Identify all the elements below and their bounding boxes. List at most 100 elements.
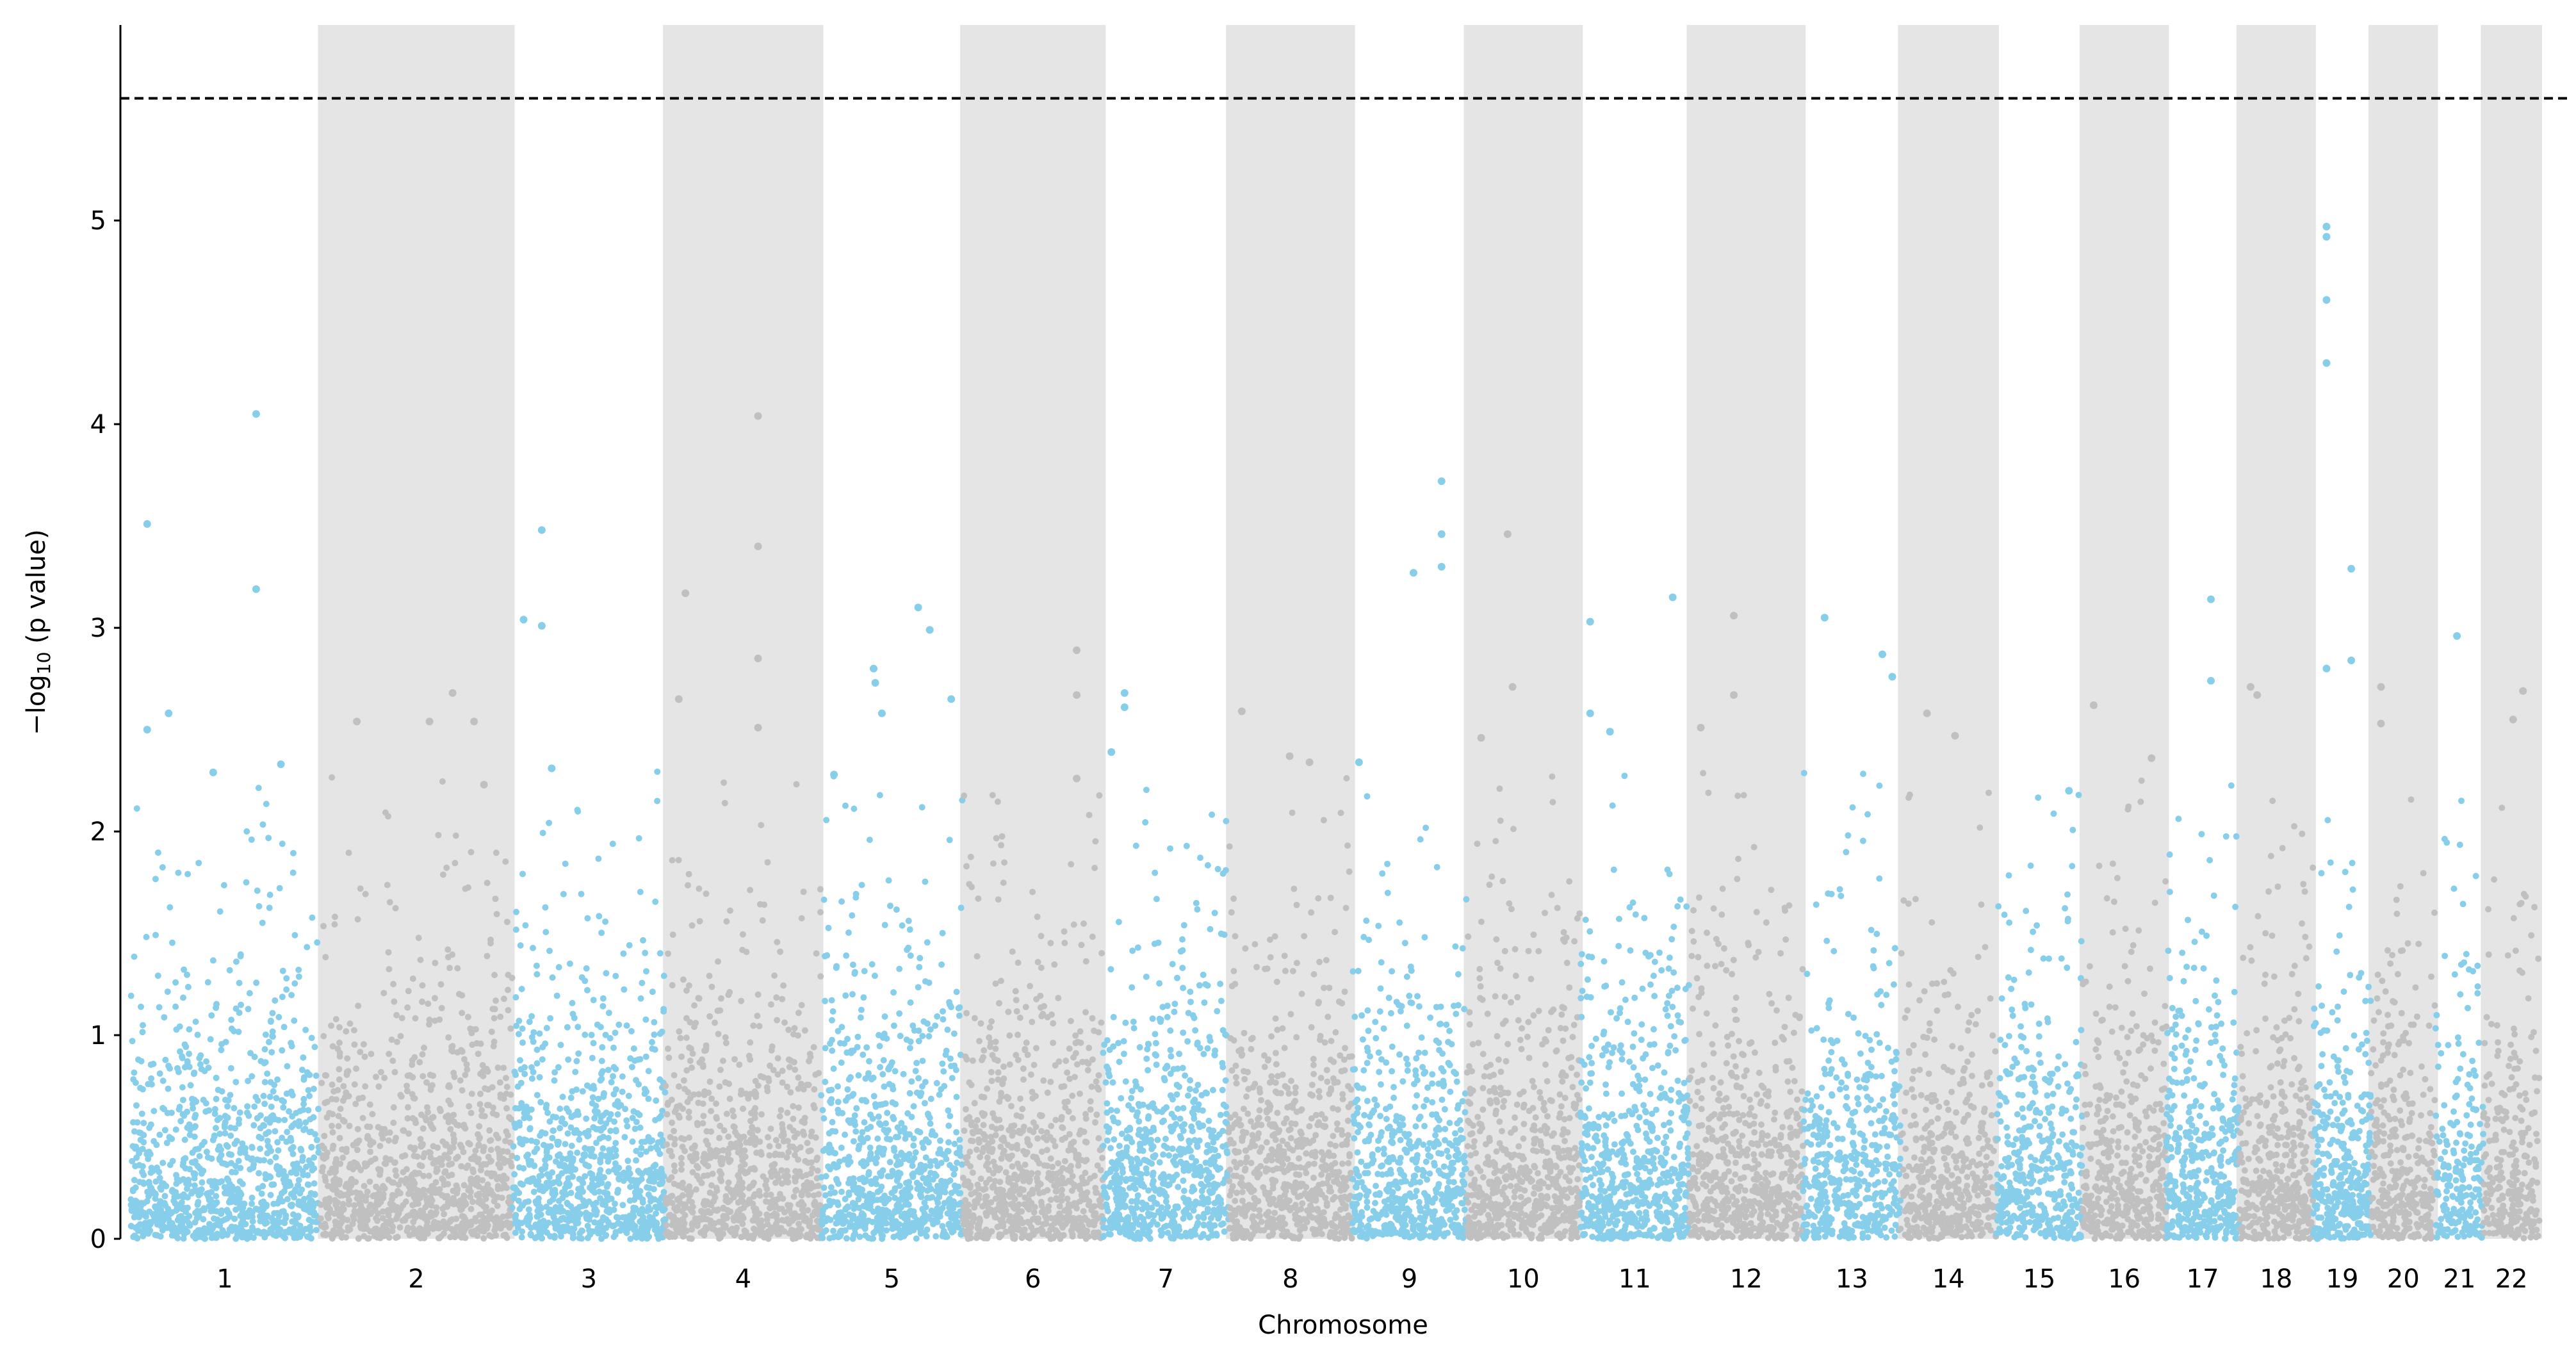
- data-point: [466, 1141, 473, 1148]
- data-point: [519, 1025, 526, 1032]
- data-point: [554, 1138, 561, 1145]
- data-point: [678, 1135, 685, 1141]
- data-point: [161, 1014, 168, 1021]
- data-point: [1012, 988, 1019, 995]
- data-point: [549, 1210, 556, 1217]
- data-point: [281, 1116, 288, 1124]
- data-point: [329, 1081, 336, 1088]
- data-point: [619, 1202, 626, 1209]
- data-point: [534, 1145, 541, 1152]
- data-point: [194, 1201, 201, 1208]
- data-point: [1016, 1014, 1023, 1021]
- data-point: [281, 1180, 288, 1186]
- data-point: [283, 986, 290, 993]
- data-point: [211, 1110, 218, 1117]
- data-point: [398, 1177, 405, 1184]
- data-point: [924, 939, 931, 946]
- data-point: [267, 1191, 274, 1198]
- data-point: [900, 1070, 907, 1077]
- data-point: [794, 1213, 801, 1220]
- data-point: [503, 1234, 510, 1241]
- data-point: [289, 1144, 297, 1150]
- data-point: [457, 1077, 464, 1084]
- data-point: [612, 1127, 619, 1134]
- data-point: [461, 1122, 468, 1129]
- data-point: [614, 1189, 621, 1196]
- data-point: [1099, 1154, 1105, 1161]
- data-point: [336, 1066, 343, 1073]
- data-point: [533, 962, 540, 969]
- data-point: [1015, 960, 1022, 966]
- data-point: [414, 1153, 421, 1160]
- data-point: [583, 965, 590, 972]
- data-point: [866, 1058, 872, 1065]
- data-point: [530, 945, 536, 951]
- data-point: [512, 1072, 519, 1078]
- data-point: [518, 1234, 525, 1241]
- data-point: [334, 1190, 341, 1197]
- data-point: [308, 1143, 315, 1150]
- data-point: [140, 1022, 146, 1029]
- data-point: [450, 1070, 457, 1076]
- data-point: [512, 994, 519, 1001]
- data-point: [594, 1181, 601, 1188]
- data-point: [917, 1129, 924, 1136]
- data-point: [138, 1110, 145, 1117]
- data-point: [361, 1233, 368, 1239]
- data-point: [392, 904, 399, 911]
- data-point: [882, 1100, 889, 1107]
- data-point: [1078, 942, 1085, 949]
- data-point: [793, 1174, 800, 1181]
- data-point: [555, 1064, 562, 1071]
- data-point: [830, 1065, 837, 1072]
- data-point: [1044, 1089, 1051, 1096]
- data-point: [582, 1202, 589, 1209]
- data-point: [208, 1234, 215, 1241]
- data-point: [658, 1028, 665, 1035]
- data-point: [793, 781, 800, 788]
- data-point: [664, 1101, 671, 1108]
- data-point: [216, 1156, 223, 1163]
- data-point: [511, 1171, 518, 1178]
- data-point: [994, 798, 1001, 805]
- data-point: [945, 1139, 952, 1146]
- data-point: [753, 1093, 760, 1100]
- data-point: [239, 1208, 246, 1215]
- data-point: [257, 1218, 264, 1225]
- data-point: [621, 1134, 628, 1141]
- data-point: [708, 1128, 715, 1135]
- data-point: [465, 884, 471, 891]
- data-point: [694, 1120, 701, 1127]
- data-point: [329, 1145, 336, 1152]
- data-point: [649, 1039, 655, 1045]
- data-point: [825, 924, 832, 931]
- data-point: [1069, 1092, 1076, 1099]
- data-point: [373, 1195, 380, 1202]
- data-point: [621, 986, 628, 993]
- data-point: [576, 1136, 583, 1143]
- data-point: [915, 1075, 922, 1082]
- data-point: [491, 1006, 498, 1013]
- data-point: [823, 817, 830, 824]
- data-point: [572, 1166, 579, 1173]
- data-point: [291, 1017, 298, 1024]
- data-point: [949, 1075, 956, 1082]
- data-point: [295, 1214, 302, 1221]
- data-point: [340, 1083, 347, 1090]
- data-point: [945, 1148, 952, 1155]
- data-point: [169, 939, 175, 946]
- data-point: [708, 1095, 715, 1102]
- data-point: [329, 774, 336, 781]
- data-point: [490, 1043, 497, 1050]
- data-point: [180, 994, 186, 1001]
- data-point: [673, 1207, 680, 1214]
- data-point: [663, 1222, 670, 1229]
- data-point: [357, 1191, 364, 1198]
- data-point: [949, 1215, 956, 1222]
- data-point: [866, 1198, 873, 1205]
- data-point: [549, 1180, 556, 1187]
- data-point: [379, 1214, 386, 1222]
- data-point: [1098, 950, 1105, 957]
- data-point: [461, 1056, 468, 1063]
- data-point: [442, 1168, 449, 1175]
